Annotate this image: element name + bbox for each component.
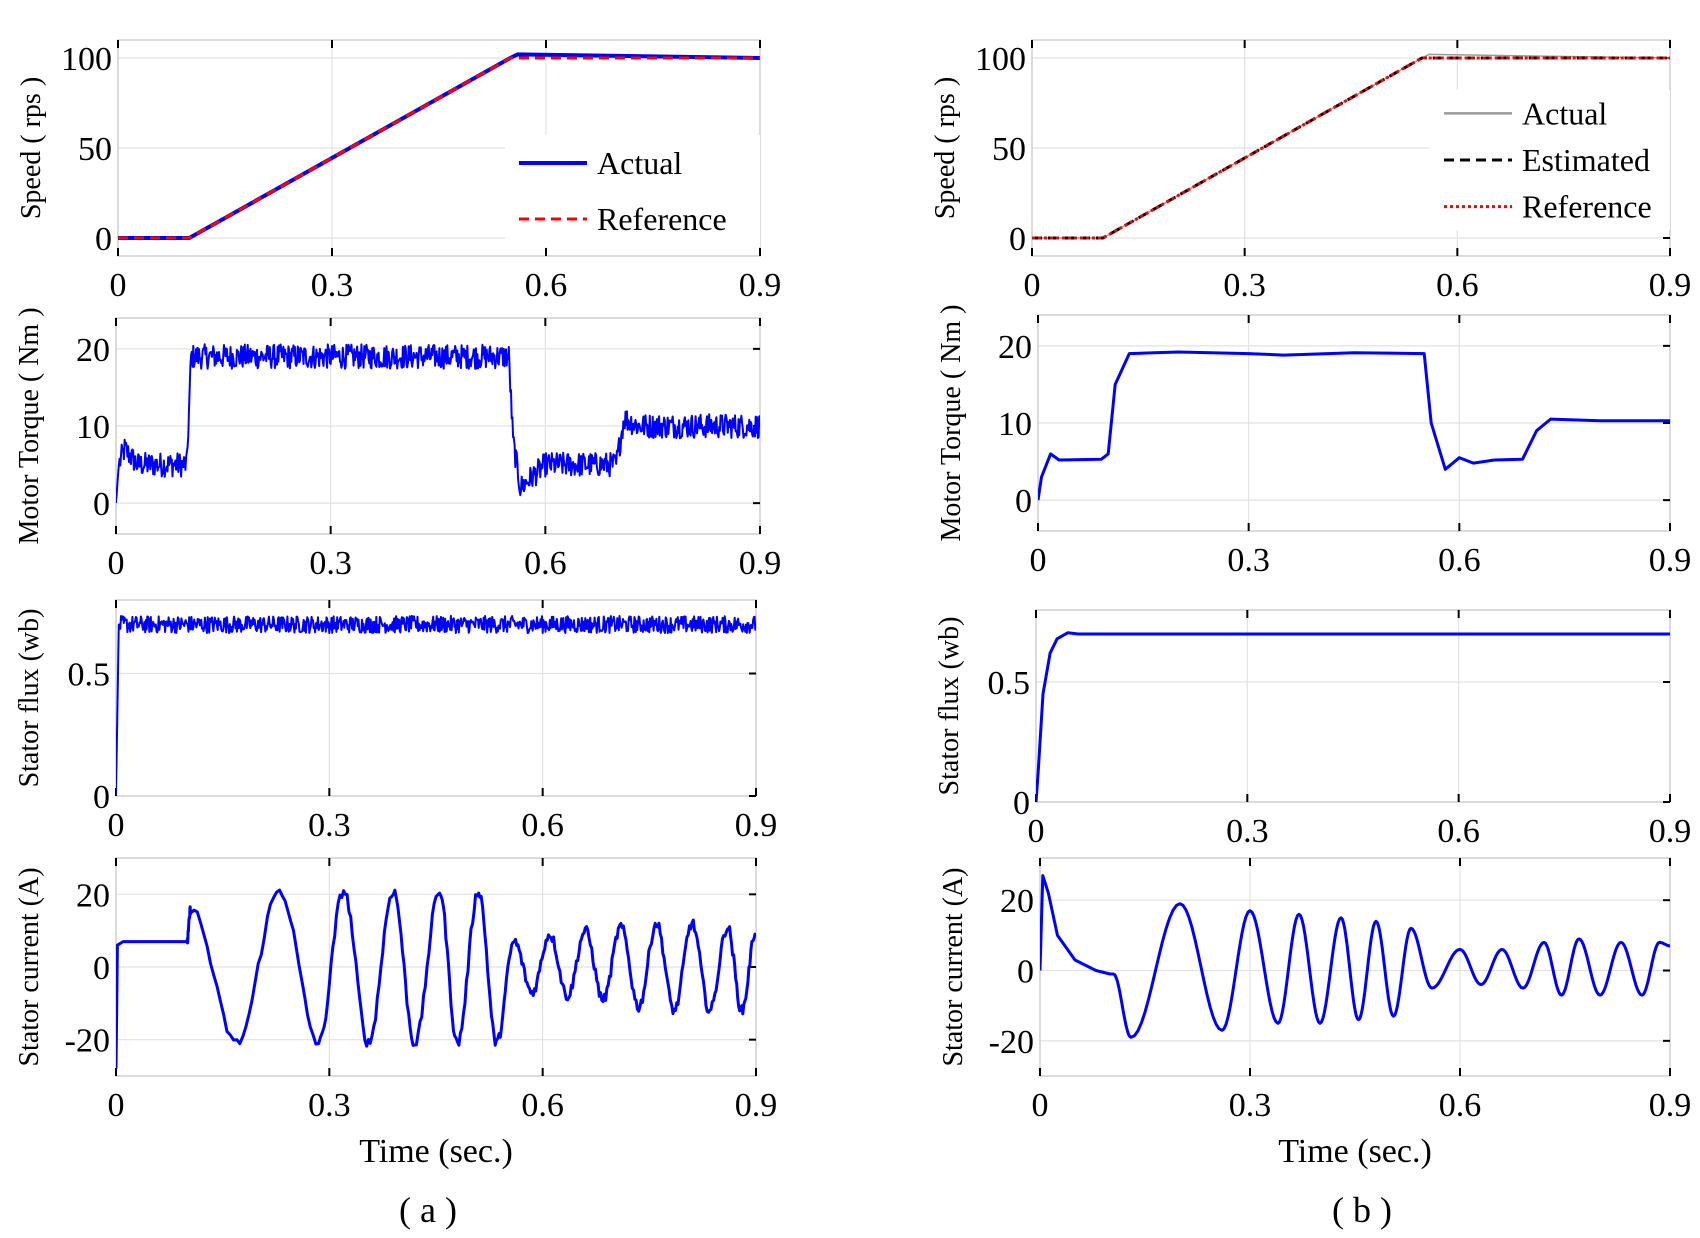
series-line-flux: [1036, 631, 1670, 803]
x-tick-label: 0: [1030, 542, 1047, 579]
y-axis-label: Stator current (A): [938, 867, 969, 1066]
y-tick-label: 20: [1000, 883, 1034, 920]
series-line-estimated: [1032, 56, 1670, 240]
series-line-current: [1040, 874, 1670, 1039]
chart-a-speed: 0 0.3 0.6 0.9 0 50 100 Speed ( rps ) Actual Refer…: [16, 39, 782, 304]
x-tick-label: 0.6: [521, 807, 564, 844]
series-line-current: [116, 888, 756, 1069]
x-tick-label: 0.6: [521, 1087, 564, 1124]
y-tick-label: 0.5: [68, 657, 111, 694]
caption-a: ( a ): [399, 1190, 457, 1230]
x-tick-label: 0.3: [311, 267, 354, 304]
x-tick-label: 0.3: [1229, 1087, 1272, 1124]
x-tick-label: 0: [110, 267, 127, 304]
plot-frame: [1035, 609, 1671, 803]
x-tick-label: 0.9: [1649, 1087, 1692, 1124]
x-tick-label: 0.9: [739, 267, 782, 304]
y-tick-label: 0: [1013, 785, 1030, 822]
x-tick-label: 0.3: [1227, 542, 1270, 579]
y-tick-label: 0: [1015, 483, 1032, 520]
x-tick-label: 0.6: [525, 267, 568, 304]
series-line-reference: [1032, 56, 1670, 240]
y-axis-label: Speed ( rps ): [16, 77, 47, 219]
legend-label-actual: Actual: [1522, 95, 1607, 131]
y-tick-label: 50: [78, 131, 112, 168]
chart-a-flux: 0 0.3 0.6 0.9 0 0.5 Stator flux (wb): [14, 599, 778, 844]
y-tick-label: 0: [93, 486, 110, 523]
y-axis-label: Stator flux (wb): [14, 609, 45, 788]
x-tick-label: 0.6: [1437, 813, 1480, 850]
legend: Actual Estimated Reference: [1430, 90, 1670, 230]
y-axis-label: Motor Torque ( Nm ): [14, 307, 45, 544]
y-tick-label: -20: [989, 1024, 1034, 1061]
legend-label-actual: Actual: [597, 145, 682, 181]
x-tick-label: 0.9: [1649, 542, 1692, 579]
y-tick-label: 0: [1009, 221, 1026, 258]
series-line-flux: [116, 614, 756, 797]
x-tick-label: 0.9: [1649, 267, 1692, 304]
y-axis-label: Stator current (A): [14, 867, 45, 1066]
x-tick-label: 0.9: [735, 807, 778, 844]
x-axis-label: Time (sec.): [1278, 1133, 1432, 1170]
y-tick-label: 0: [1017, 954, 1034, 991]
y-tick-label: 0: [95, 221, 112, 258]
x-tick-label: 0: [108, 545, 125, 582]
legend-label-estimated: Estimated: [1522, 142, 1650, 178]
y-tick-label: 0.5: [988, 665, 1031, 702]
y-tick-label: -20: [65, 1023, 110, 1060]
chart-b-speed: 0 0.3 0.6 0.9 0 50 100 Speed ( rps ) Actual Estim…: [930, 39, 1692, 304]
y-tick-label: 100: [61, 41, 112, 78]
y-tick-label: 20: [998, 329, 1032, 366]
x-tick-label: 0.6: [1438, 542, 1481, 579]
y-tick-label: 0: [93, 779, 110, 816]
x-tick-label: 0.6: [1439, 1087, 1482, 1124]
y-tick-label: 100: [975, 41, 1026, 78]
y-tick-label: 10: [998, 406, 1032, 443]
y-axis-label: Stator flux (wb): [934, 617, 965, 796]
y-tick-label: 20: [76, 877, 110, 914]
series-line-torque: [116, 343, 760, 504]
x-tick-label: 0.9: [735, 1087, 778, 1124]
chart-b-current: 0 0.3 0.6 0.9 -20 0 20 Stator current (A) Time (…: [938, 857, 1692, 1170]
x-tick-label: 0.3: [1226, 813, 1269, 850]
y-tick-label: 10: [76, 409, 110, 446]
legend-label-reference: Reference: [1522, 189, 1652, 225]
x-tick-label: 0.6: [1436, 267, 1479, 304]
caption-b: ( b ): [1332, 1190, 1392, 1230]
x-tick-label: 0: [108, 1087, 125, 1124]
x-tick-label: 0.9: [739, 545, 782, 582]
legend: Actual Reference: [505, 135, 760, 247]
x-axis-label: Time (sec.): [359, 1133, 513, 1170]
x-tick-label: 0: [1032, 1087, 1049, 1124]
x-tick-label: 0.3: [1223, 267, 1266, 304]
chart-a-current: 0 0.3 0.6 0.9 -20 0 20 Stator current (A) Time (…: [14, 857, 778, 1170]
chart-b-torque: 0 0.3 0.6 0.9 0 10 20 Motor Torque ( Nm ): [936, 304, 1691, 579]
plot-frame: [1039, 857, 1671, 1077]
series-line-torque: [1038, 350, 1670, 501]
x-tick-label: 0.3: [309, 545, 352, 582]
legend-label-reference: Reference: [597, 201, 727, 237]
x-tick-label: 0.9: [1649, 813, 1692, 850]
x-tick-label: 0: [1028, 813, 1045, 850]
x-tick-label: 0.3: [308, 807, 351, 844]
y-tick-label: 0: [93, 950, 110, 987]
y-axis-label: Motor Torque ( Nm ): [936, 304, 967, 541]
legend-box: [505, 135, 760, 247]
x-tick-label: 0.6: [524, 545, 567, 582]
y-axis-label: Speed ( rps ): [930, 77, 961, 219]
series-line-reference: [118, 56, 760, 240]
y-tick-label: 20: [76, 332, 110, 369]
plot-frame: [115, 599, 757, 797]
chart-a-torque: 0 0.3 0.6 0.9 0 10 20 Motor Torque ( Nm ): [14, 307, 781, 582]
chart-b-flux: 0 0.3 0.6 0.9 0 0.5 Stator flux (wb): [934, 609, 1692, 850]
x-tick-label: 0: [108, 807, 125, 844]
y-tick-label: 50: [992, 131, 1026, 168]
x-tick-label: 0: [1024, 267, 1041, 304]
x-tick-label: 0.3: [308, 1087, 351, 1124]
